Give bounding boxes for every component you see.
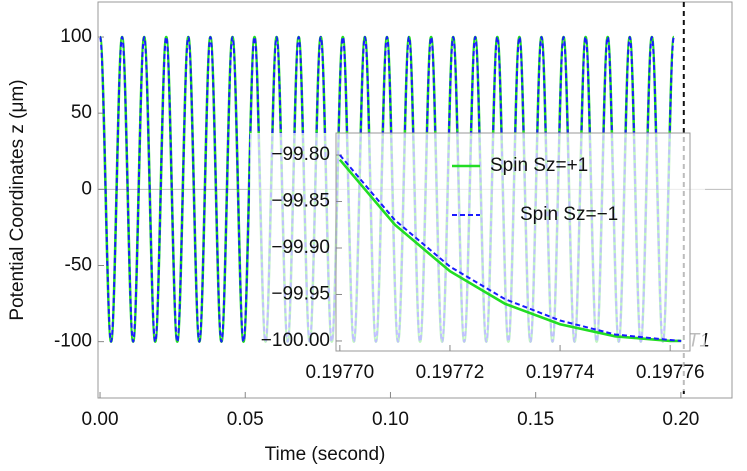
y-tick-label: 50 xyxy=(71,102,92,123)
series-line xyxy=(339,154,682,342)
x-tick-label: 0.19774 xyxy=(526,362,595,383)
y-tick-label: 0 xyxy=(81,178,92,199)
x-tick-label: 0.00 xyxy=(82,409,119,430)
plot-frame xyxy=(97,1,733,399)
y-tick-label: −99.85 xyxy=(271,191,330,212)
x-axis-label: Time (second) xyxy=(265,444,386,465)
y-tick-label: −99.90 xyxy=(271,237,330,258)
x-tick-label: 0.10 xyxy=(372,409,409,430)
x-tick-label: 0.20 xyxy=(662,409,699,430)
x-tick-label: 0.19776 xyxy=(636,362,705,383)
x-tick-label: 0.19770 xyxy=(306,362,375,383)
legend-label: Spin Sz=−1 xyxy=(520,204,618,225)
series-line xyxy=(338,158,682,343)
y-tick-label: −100.00 xyxy=(261,330,330,351)
y-tick-label: 100 xyxy=(60,26,92,47)
y-tick-label: −99.95 xyxy=(271,283,330,304)
plot-frame xyxy=(335,132,691,352)
legend-label: Spin Sz=+1 xyxy=(490,155,588,176)
x-tick-label: 0.05 xyxy=(227,409,264,430)
y-tick-label: −99.80 xyxy=(271,144,330,165)
x-tick-label: 0.19772 xyxy=(416,362,485,383)
inset-background xyxy=(250,133,705,391)
x-tick-label: 0.15 xyxy=(517,409,554,430)
y-axis-label: Potential Coordinates z (μm) xyxy=(7,79,28,320)
y-tick-label: -100 xyxy=(54,331,92,352)
y-tick-label: -50 xyxy=(65,255,92,276)
